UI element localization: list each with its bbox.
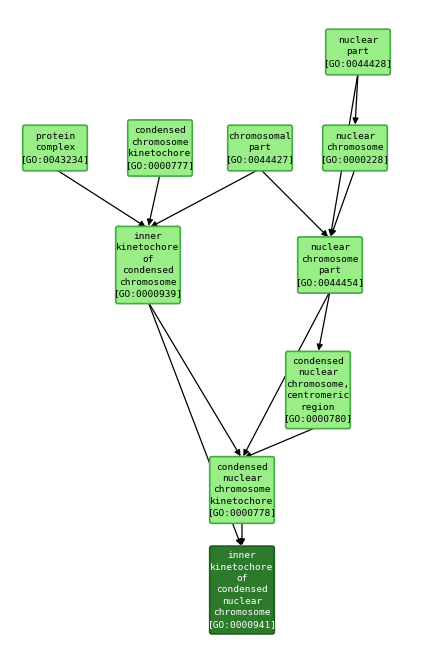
FancyBboxPatch shape: [210, 546, 274, 634]
Text: nuclear
chromosome
[GO:0000228]: nuclear chromosome [GO:0000228]: [320, 132, 389, 164]
Text: nuclear
chromosome
part
[GO:0044454]: nuclear chromosome part [GO:0044454]: [295, 243, 365, 286]
FancyBboxPatch shape: [23, 125, 87, 171]
Text: inner
kinetochore
of
condensed
nuclear
chromosome
[GO:0000941]: inner kinetochore of condensed nuclear c…: [207, 551, 277, 629]
FancyBboxPatch shape: [286, 352, 350, 428]
FancyBboxPatch shape: [228, 125, 292, 171]
Text: nuclear
part
[GO:0044428]: nuclear part [GO:0044428]: [323, 36, 393, 68]
Text: protein
complex
[GO:0043234]: protein complex [GO:0043234]: [20, 132, 90, 164]
FancyBboxPatch shape: [298, 237, 362, 293]
Text: inner
kinetochore
of
condensed
chromosome
[GO:0000939]: inner kinetochore of condensed chromosom…: [113, 232, 182, 298]
FancyBboxPatch shape: [323, 125, 387, 171]
FancyBboxPatch shape: [210, 456, 274, 523]
Text: condensed
chromosome
kinetochore
[GO:0000777]: condensed chromosome kinetochore [GO:000…: [125, 126, 195, 170]
FancyBboxPatch shape: [116, 227, 180, 303]
Text: condensed
nuclear
chromosome,
centromeric
region
[GO:0000780]: condensed nuclear chromosome, centromeri…: [283, 357, 352, 423]
FancyBboxPatch shape: [128, 120, 192, 176]
Text: chromosomal
part
[GO:0044427]: chromosomal part [GO:0044427]: [226, 132, 295, 164]
FancyBboxPatch shape: [326, 29, 390, 75]
Text: condensed
nuclear
chromosome
kinetochore
[GO:0000778]: condensed nuclear chromosome kinetochore…: [207, 463, 277, 518]
